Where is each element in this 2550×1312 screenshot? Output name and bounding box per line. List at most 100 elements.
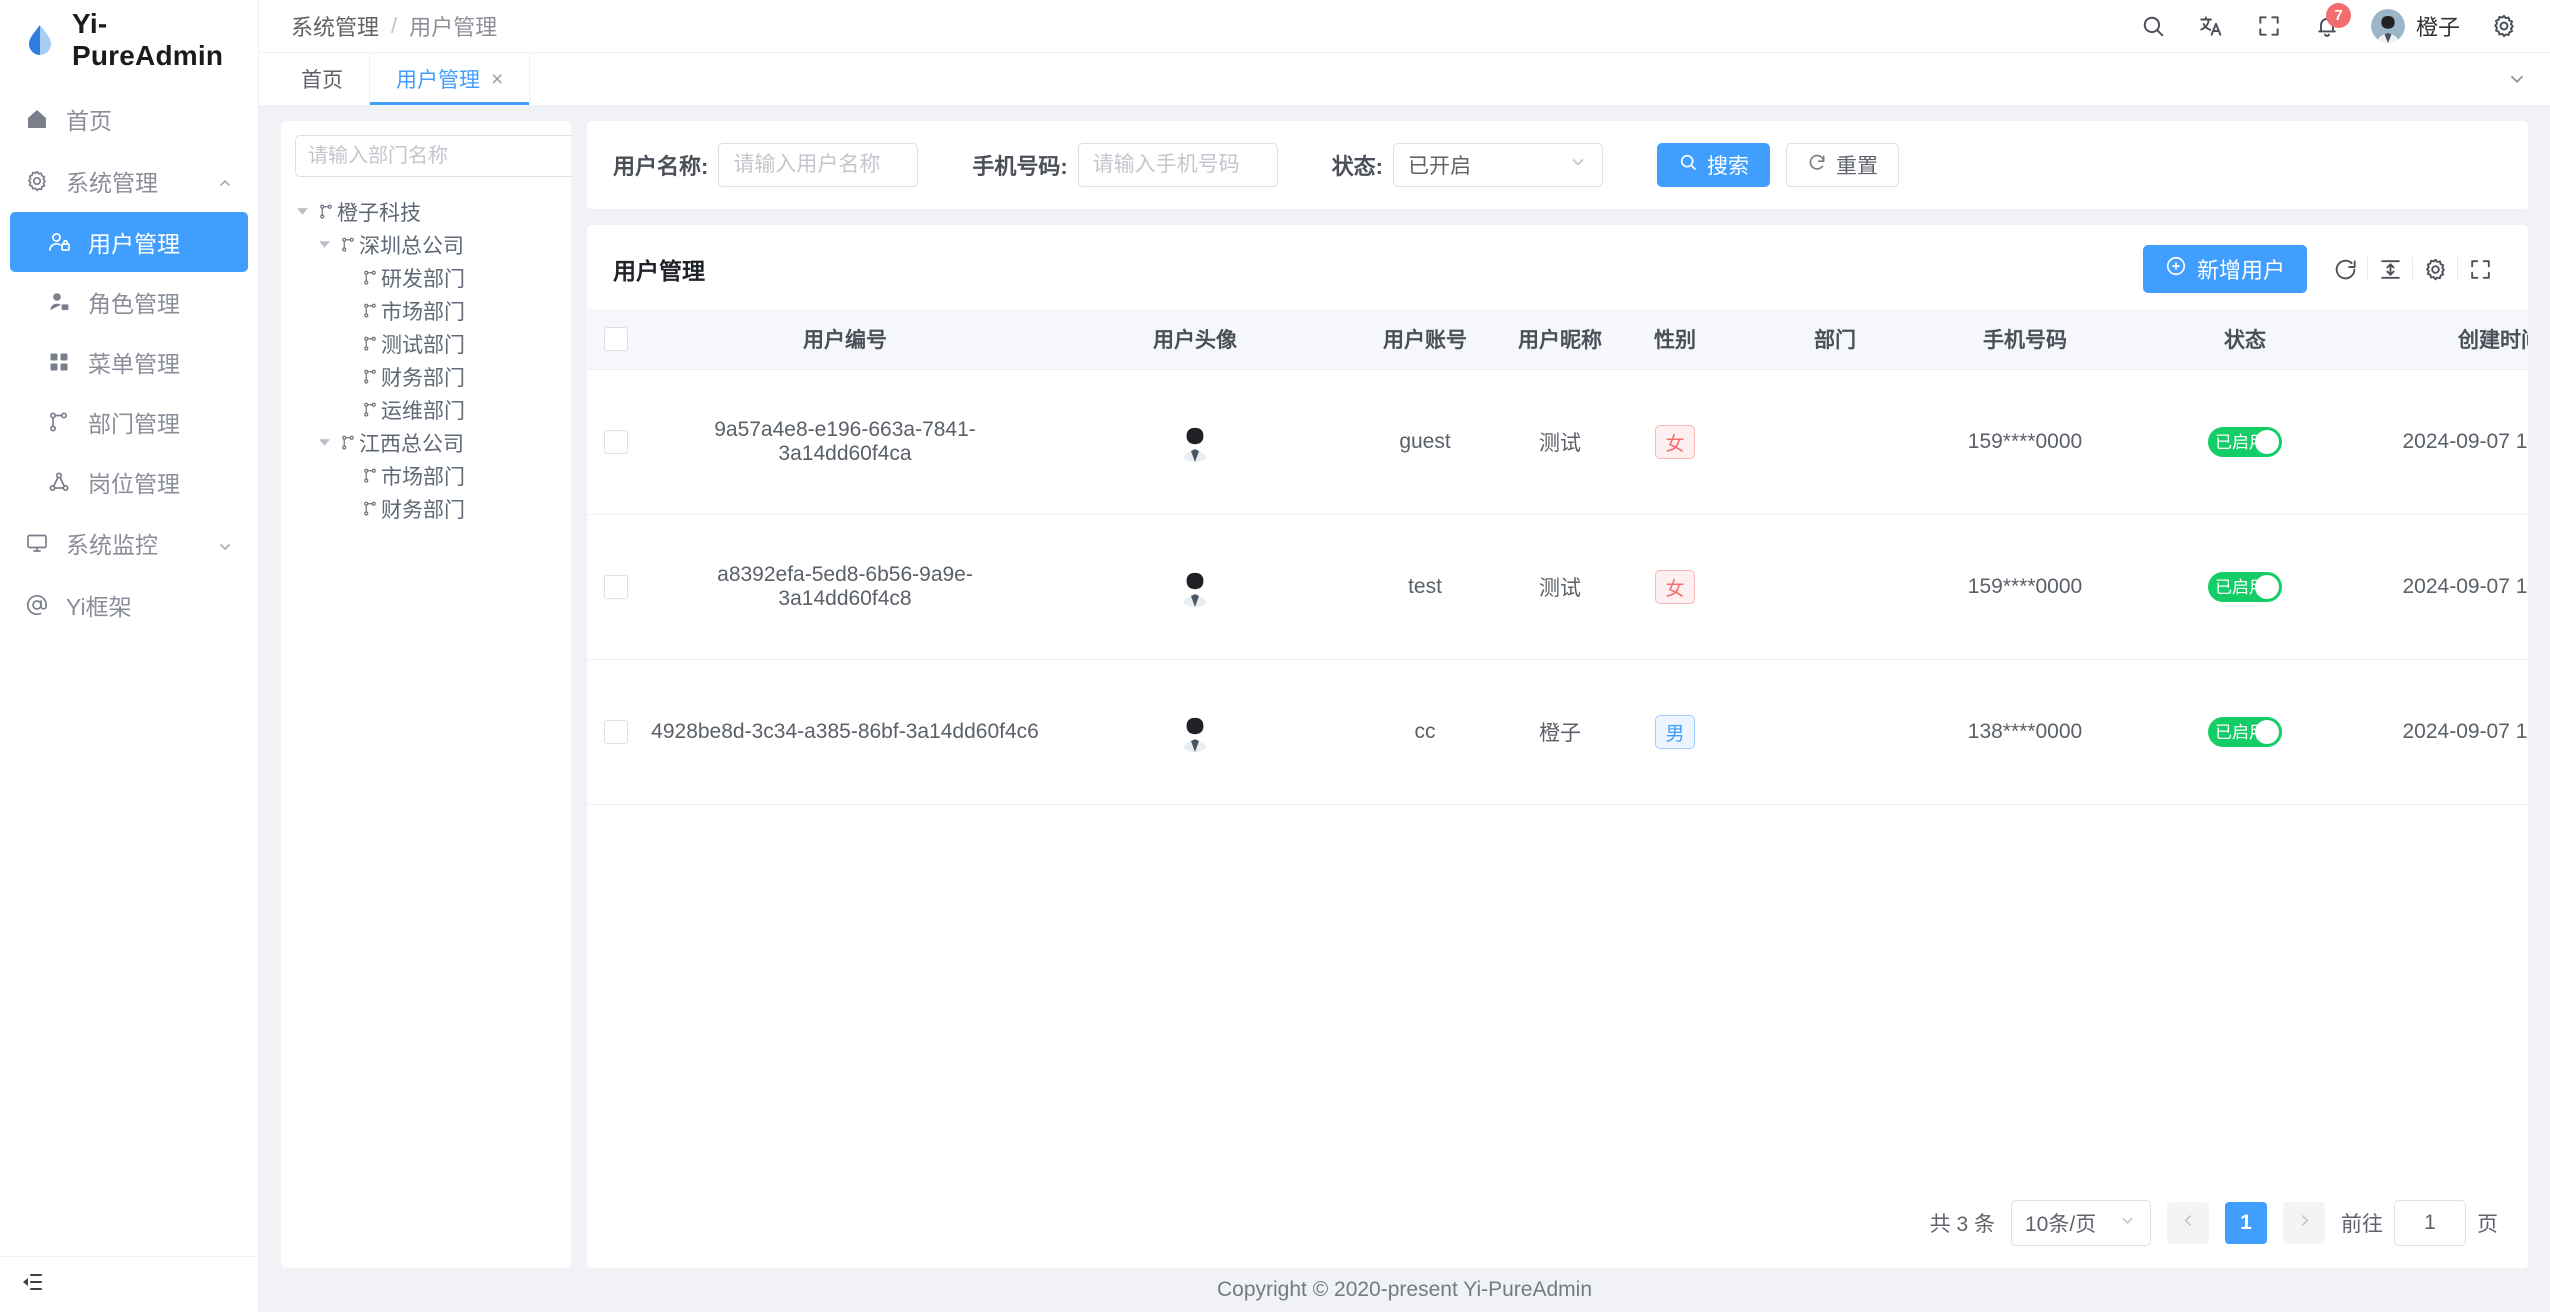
cell-nickname: 橙子 <box>1505 659 1615 805</box>
row-checkbox[interactable] <box>604 430 628 455</box>
sidebar: Yi-PureAdmin 首页 系统管理 <box>0 0 259 1312</box>
pagination: 共 3 条 10条/页 1 <box>587 1180 2528 1268</box>
tree-node[interactable]: 测试部门 <box>281 327 571 360</box>
username: 橙子 <box>2415 15 2460 40</box>
jump-page-input[interactable] <box>2395 1211 2465 1235</box>
table-row[interactable]: 9a57a4e8-e196-663a-7841-3a14dd60f4ca <box>587 369 2528 515</box>
sidebar-item-label: 岗位管理 <box>88 471 180 497</box>
caret-down-icon[interactable] <box>311 436 337 449</box>
cell-gender: 女 <box>1615 369 1735 515</box>
sidebar-item-yi-framework[interactable]: Yi框架 <box>0 574 258 636</box>
tree-node-label: 市场部门 <box>381 300 465 324</box>
phone-input[interactable] <box>1092 153 1263 177</box>
tab-label: 用户管理 <box>396 69 480 92</box>
username-input-wrapper[interactable] <box>718 143 919 187</box>
cell-dept <box>1735 659 1935 805</box>
department-search-box[interactable] <box>295 135 571 177</box>
cell-avatar <box>1045 514 1345 660</box>
sidebar-item-label: 系统监控 <box>66 532 158 558</box>
reset-button[interactable]: 重置 <box>1785 143 1899 187</box>
column-settings-icon[interactable] <box>2413 247 2457 291</box>
tree-node[interactable]: 运维部门 <box>281 393 571 426</box>
page-button-1[interactable]: 1 <box>2225 1202 2267 1244</box>
tree-node[interactable]: 财务部门 <box>281 360 571 393</box>
reset-button-label: 重置 <box>1835 155 1878 178</box>
sidebar-item-home[interactable]: 首页 <box>0 88 258 150</box>
tree-node[interactable]: 深圳总公司 <box>281 228 571 261</box>
tree-node-label: 财务部门 <box>381 366 465 390</box>
sitemap-icon <box>46 409 72 435</box>
sidebar-item-role-management[interactable]: 角色管理 <box>10 272 248 332</box>
bell-icon[interactable]: 7 <box>2305 3 2351 48</box>
sidebar-item-system[interactable]: 系统管理 <box>0 150 258 212</box>
page-size-select[interactable]: 10条/页 <box>2011 1200 2151 1246</box>
filter-bar: 用户名称: 手机号码: 状态: 已开启 <box>587 121 2528 209</box>
row-checkbox[interactable] <box>604 575 628 600</box>
select-all-header <box>587 309 645 370</box>
tree-header <box>281 121 571 189</box>
column-header-created: 创建时间 <box>2375 309 2528 370</box>
status-switch[interactable]: 已启用 <box>2208 717 2282 747</box>
department-search-input[interactable] <box>308 144 571 168</box>
status-switch[interactable]: 已启用 <box>2208 427 2282 457</box>
user-avatar <box>1175 567 1215 607</box>
username-input[interactable] <box>733 153 904 177</box>
sidebar-item-dept-management[interactable]: 部门管理 <box>10 392 248 452</box>
translate-icon[interactable] <box>2189 4 2233 48</box>
row-checkbox[interactable] <box>604 720 628 745</box>
sidebar-item-user-management[interactable]: 用户管理 <box>10 212 248 272</box>
tree-node[interactable]: 财务部门 <box>281 492 571 525</box>
caret-down-icon[interactable] <box>289 205 315 218</box>
tree-node[interactable]: 江西总公司 <box>281 426 571 459</box>
tree-node-label: 财务部门 <box>381 498 465 522</box>
row-select-cell <box>587 514 645 660</box>
refresh-icon[interactable] <box>2323 247 2367 291</box>
sidebar-collapse-button[interactable] <box>0 1256 258 1312</box>
tree-node[interactable]: 市场部门 <box>281 294 571 327</box>
next-page-button[interactable] <box>2283 1202 2325 1244</box>
tree-node[interactable]: 研发部门 <box>281 261 571 294</box>
add-user-button[interactable]: 新增用户 <box>2142 245 2307 293</box>
chevron-left-icon <box>2180 1211 2197 1235</box>
sitemap-icon <box>359 368 381 386</box>
breadcrumb: 系统管理 / 用户管理 <box>291 10 497 42</box>
search-button[interactable]: 搜索 <box>1656 143 1770 187</box>
tab-close-icon[interactable]: × <box>491 67 504 91</box>
settings-gear-icon[interactable] <box>2482 4 2526 48</box>
avatar <box>2370 9 2405 43</box>
prev-page-button[interactable] <box>2167 1202 2209 1244</box>
breadcrumb-parent[interactable]: 系统管理 <box>291 15 380 40</box>
status-switch-label: 已启用 <box>2215 432 2266 452</box>
sidebar-item-post-management[interactable]: 岗位管理 <box>10 452 248 512</box>
phone-input-wrapper[interactable] <box>1077 143 1278 187</box>
user-menu[interactable]: 橙子 <box>2363 9 2468 43</box>
status-select[interactable]: 已开启 <box>1392 143 1603 187</box>
table-row[interactable]: a8392efa-5ed8-6b56-9a9e-3a14dd60f4c8 <box>587 514 2528 660</box>
footer: Copyright © 2020-present Yi-PureAdmin <box>259 1268 2550 1312</box>
table-row[interactable]: 4928be8d-3c34-a385-86bf-3a14dd60f4c6 <box>587 659 2528 805</box>
select-all-checkbox[interactable] <box>604 327 628 352</box>
caret-down-icon[interactable] <box>311 238 337 251</box>
density-icon[interactable] <box>2368 247 2412 291</box>
tab-user-management[interactable]: 用户管理 × <box>370 53 531 105</box>
jump-input-wrapper[interactable] <box>2394 1200 2466 1246</box>
tab-home[interactable]: 首页 <box>275 53 370 105</box>
sidebar-item-menu-management[interactable]: 菜单管理 <box>10 332 248 392</box>
tree-node[interactable]: 市场部门 <box>281 459 571 492</box>
gender-tag: 女 <box>1655 570 1695 604</box>
cell-status: 已启用 <box>2115 659 2375 805</box>
user-avatar <box>1175 712 1215 752</box>
fullscreen-icon[interactable] <box>2458 247 2502 291</box>
row-select-cell <box>587 369 645 515</box>
fullscreen-icon[interactable] <box>2247 4 2291 48</box>
sidebar-item-monitor[interactable]: 系统监控 <box>0 512 258 574</box>
logo-row[interactable]: Yi-PureAdmin <box>0 0 258 80</box>
tree-node[interactable]: 橙子科技 <box>281 195 571 228</box>
cell-status: 已启用 <box>2115 369 2375 515</box>
status-switch[interactable]: 已启用 <box>2208 572 2282 602</box>
sitemap-icon <box>359 335 381 353</box>
tab-overflow-chevron-icon[interactable] <box>2506 53 2528 105</box>
search-icon[interactable] <box>2131 4 2175 48</box>
main-column: 用户名称: 手机号码: 状态: 已开启 <box>587 121 2528 1268</box>
cell-phone: 159****0000 <box>1935 514 2115 660</box>
